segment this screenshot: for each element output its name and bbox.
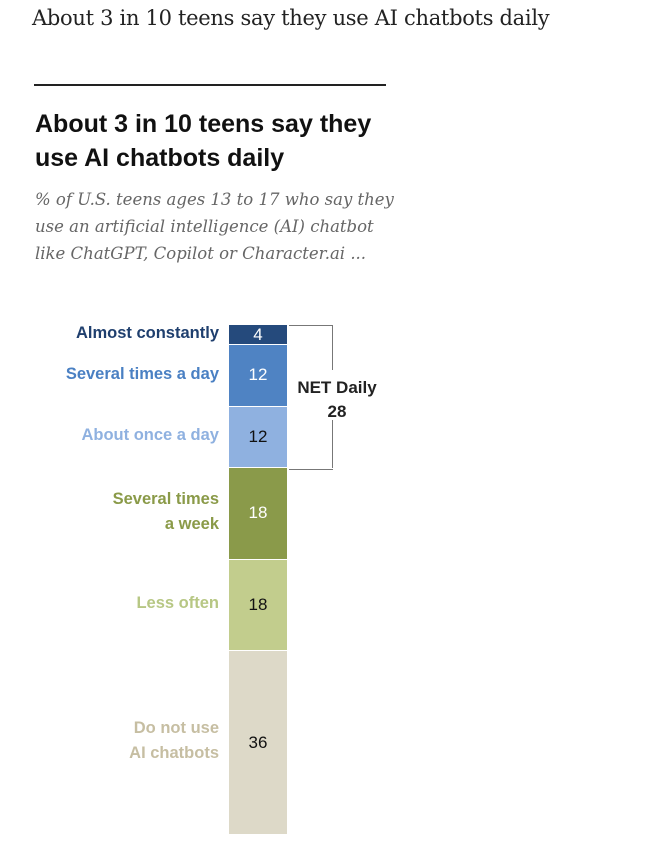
bar-segment: 12 xyxy=(229,345,287,407)
value-label: 36 xyxy=(248,732,268,752)
category-label: About once a day xyxy=(81,425,219,444)
category-label: Less often xyxy=(136,594,219,612)
chart-subtitle: % of U.S. teens ages 13 to 17 who say th… xyxy=(35,190,394,263)
category-label: Several times a day xyxy=(65,364,219,383)
category-label: Several times a week xyxy=(112,489,219,533)
bracket-line xyxy=(332,420,333,468)
value-label: 18 xyxy=(248,503,268,523)
bar-segment: 18 xyxy=(229,559,287,652)
net-daily-label: NET Daily 28 xyxy=(292,376,382,424)
category-label: Almost constantly xyxy=(75,323,219,342)
bar-segment: 18 xyxy=(229,467,287,560)
value-label: 12 xyxy=(248,365,268,385)
divider xyxy=(34,84,386,86)
bracket-line xyxy=(332,325,333,370)
bar-segment: 36 xyxy=(229,651,287,835)
value-label: 18 xyxy=(248,594,268,614)
bar-segment: 4 xyxy=(229,324,287,346)
net-value: 28 xyxy=(327,402,347,421)
net-label: NET Daily xyxy=(297,378,377,397)
value-label: 12 xyxy=(248,426,268,446)
net-bracket xyxy=(289,325,333,470)
bar-segment: 12 xyxy=(229,406,287,468)
page-title: About 3 in 10 teens say they use AI chat… xyxy=(32,6,550,30)
value-label: 4 xyxy=(253,324,263,344)
category-label: Do not use AI chatbots xyxy=(129,719,219,763)
chart-title: About 3 in 10 teens say they use AI chat… xyxy=(35,110,372,172)
